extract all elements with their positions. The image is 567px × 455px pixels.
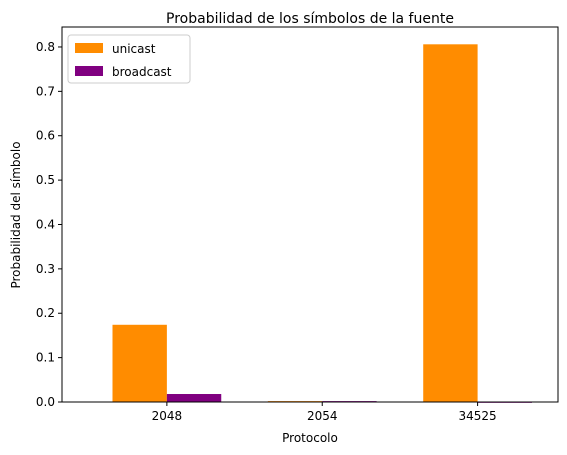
x-tick-label: 2048 xyxy=(152,409,183,423)
y-axis-label: Probabilidad del símbolo xyxy=(9,141,23,288)
legend-swatch-unicast xyxy=(75,43,103,53)
y-tick-label: 0.4 xyxy=(36,217,55,231)
y-tick-label: 0.1 xyxy=(36,351,55,365)
x-tick-label: 2054 xyxy=(307,409,338,423)
y-tick-label: 0.0 xyxy=(36,395,55,409)
bar-unicast-2048 xyxy=(112,324,167,402)
y-tick-label: 0.6 xyxy=(36,129,55,143)
bars-group xyxy=(112,44,532,403)
bar-unicast-34525 xyxy=(423,44,478,403)
plot-frame xyxy=(61,26,559,403)
y-axis: 0.0 0.1 0.2 0.3 0.4 0.5 0.6 0.7 0.8 xyxy=(36,40,62,409)
legend-label-broadcast: broadcast xyxy=(112,65,172,79)
y-tick-label: 0.5 xyxy=(36,173,55,187)
legend-label-unicast: unicast xyxy=(112,42,156,56)
y-tick-label: 0.3 xyxy=(36,262,55,276)
chart-title: Probabilidad de los símbolos de la fuent… xyxy=(166,11,454,27)
bar-broadcast-2048 xyxy=(166,394,222,402)
y-tick-label: 0.8 xyxy=(36,40,55,54)
y-tick-label: 0.2 xyxy=(36,306,55,320)
legend: unicast broadcast xyxy=(67,34,191,84)
x-axis-label: Protocolo xyxy=(282,431,338,445)
legend-swatch-broadcast xyxy=(75,66,103,76)
y-tick-label: 0.7 xyxy=(36,84,55,98)
x-axis: 2048 2054 34525 xyxy=(152,402,497,423)
x-tick-label: 34525 xyxy=(459,409,497,423)
